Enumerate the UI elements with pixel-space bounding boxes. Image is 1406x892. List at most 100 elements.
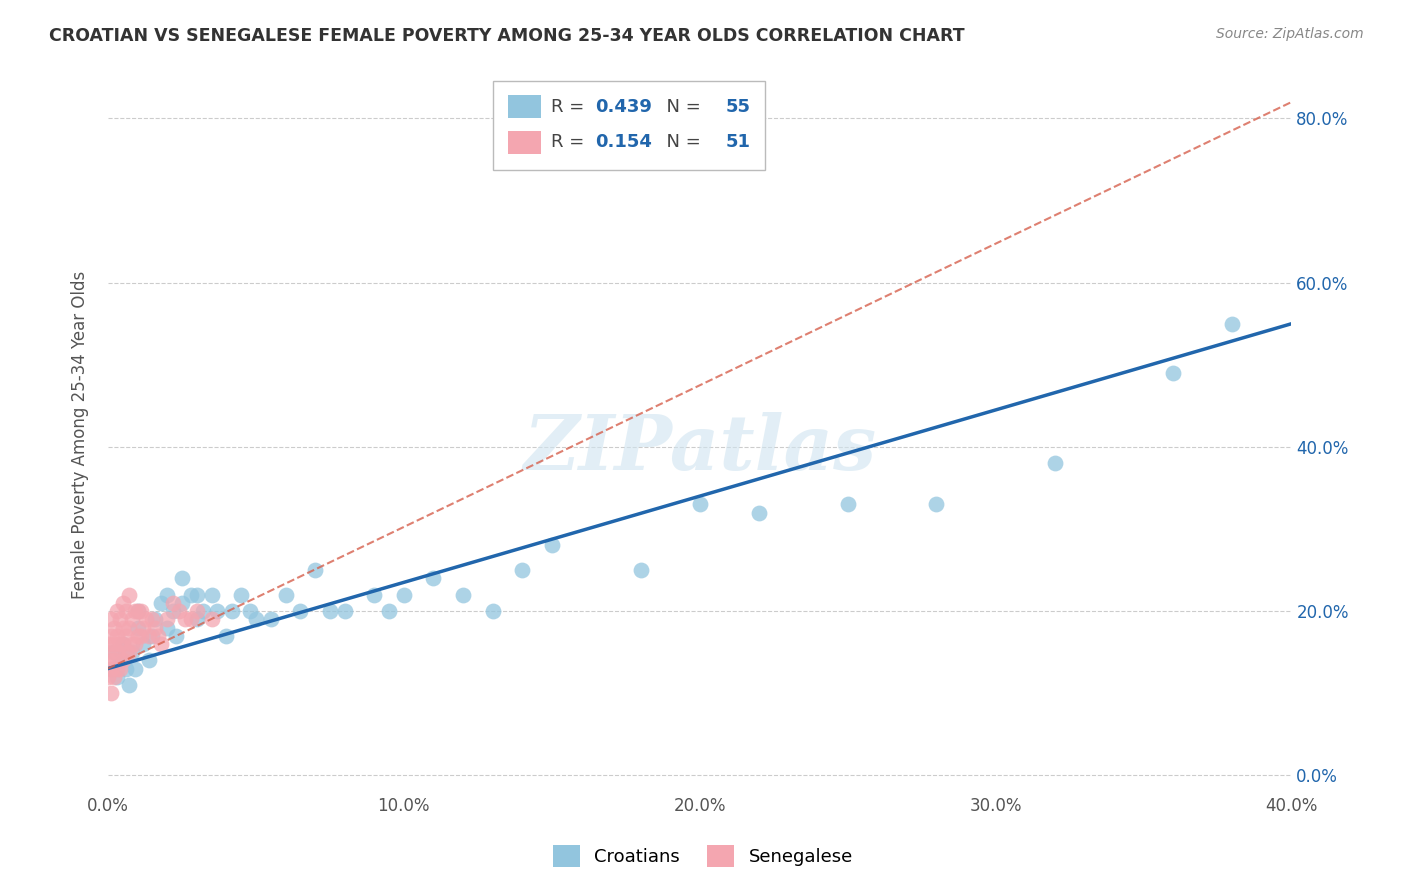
Point — [143, 620, 166, 634]
Point — [290, 604, 312, 618]
Point — [103, 645, 125, 659]
Text: 51: 51 — [725, 134, 751, 152]
Point — [304, 563, 326, 577]
Point — [127, 604, 149, 618]
Point — [105, 670, 128, 684]
Point — [200, 588, 222, 602]
Point — [118, 678, 141, 692]
Point — [100, 661, 122, 675]
Point — [150, 596, 173, 610]
Point — [143, 612, 166, 626]
Point — [837, 497, 859, 511]
Point — [97, 637, 120, 651]
Point — [127, 629, 149, 643]
Point — [274, 588, 297, 602]
Point — [239, 604, 262, 618]
Point — [121, 612, 143, 626]
Point — [100, 661, 122, 675]
Point — [118, 620, 141, 634]
Point — [124, 637, 146, 651]
Point — [103, 670, 125, 684]
Point — [132, 620, 155, 634]
Point — [319, 604, 342, 618]
Bar — [508, 131, 541, 153]
Point — [127, 620, 149, 634]
Point — [124, 604, 146, 618]
Point — [167, 604, 190, 618]
Point — [1220, 317, 1243, 331]
Point — [114, 661, 136, 675]
FancyBboxPatch shape — [492, 81, 765, 170]
Legend: Croatians, Senegalese: Croatians, Senegalese — [546, 838, 860, 874]
Point — [105, 604, 128, 618]
Point — [141, 612, 163, 626]
Point — [180, 612, 202, 626]
Point — [221, 604, 243, 618]
Point — [103, 637, 125, 651]
Point — [108, 661, 131, 675]
Text: 0.154: 0.154 — [596, 134, 652, 152]
Point — [97, 670, 120, 684]
Point — [108, 637, 131, 651]
Point — [481, 604, 503, 618]
Point — [231, 588, 253, 602]
Point — [170, 596, 193, 610]
Point — [378, 604, 401, 618]
Point — [100, 629, 122, 643]
Point — [215, 629, 238, 643]
Point — [148, 629, 170, 643]
Point — [100, 686, 122, 700]
Point — [186, 604, 208, 618]
Point — [200, 612, 222, 626]
Point — [118, 645, 141, 659]
Point — [114, 604, 136, 618]
Point — [105, 629, 128, 643]
Point — [748, 506, 770, 520]
Point — [174, 612, 197, 626]
Text: 0.439: 0.439 — [596, 98, 652, 116]
Point — [180, 588, 202, 602]
Point — [156, 612, 179, 626]
Point — [689, 497, 711, 511]
Point — [97, 653, 120, 667]
Text: 55: 55 — [725, 98, 751, 116]
Text: R =: R = — [551, 98, 589, 116]
Point — [162, 604, 184, 618]
Text: CROATIAN VS SENEGALESE FEMALE POVERTY AMONG 25-34 YEAR OLDS CORRELATION CHART: CROATIAN VS SENEGALESE FEMALE POVERTY AM… — [49, 27, 965, 45]
Text: ZIPatlas: ZIPatlas — [523, 412, 876, 486]
Point — [111, 653, 134, 667]
Point — [103, 653, 125, 667]
Point — [925, 497, 948, 511]
Point — [129, 629, 152, 643]
Point — [165, 629, 187, 643]
Point — [111, 620, 134, 634]
Point — [191, 604, 214, 618]
Point — [108, 653, 131, 667]
Point — [392, 588, 415, 602]
Point — [129, 604, 152, 618]
Point — [333, 604, 356, 618]
Bar — [508, 95, 541, 118]
Point — [118, 588, 141, 602]
Point — [105, 661, 128, 675]
Point — [108, 612, 131, 626]
Text: N =: N = — [655, 98, 706, 116]
Point — [186, 588, 208, 602]
Point — [186, 612, 208, 626]
Point — [121, 645, 143, 659]
Point — [114, 629, 136, 643]
Point — [141, 629, 163, 643]
Point — [114, 645, 136, 659]
Point — [260, 612, 283, 626]
Point — [170, 571, 193, 585]
Point — [138, 653, 160, 667]
Point — [207, 604, 229, 618]
Point — [156, 620, 179, 634]
Point — [245, 612, 267, 626]
Point — [111, 596, 134, 610]
Point — [100, 612, 122, 626]
Text: R =: R = — [551, 134, 589, 152]
Point — [111, 637, 134, 651]
Point — [105, 645, 128, 659]
Text: Source: ZipAtlas.com: Source: ZipAtlas.com — [1216, 27, 1364, 41]
